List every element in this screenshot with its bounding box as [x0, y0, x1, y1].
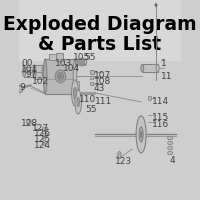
Bar: [35, 65, 44, 79]
Bar: [45, 59, 75, 94]
Ellipse shape: [33, 65, 36, 79]
Ellipse shape: [118, 152, 121, 158]
Text: Exploded Diagram: Exploded Diagram: [3, 16, 197, 34]
Ellipse shape: [136, 116, 146, 153]
Text: 127: 127: [32, 124, 49, 133]
Ellipse shape: [43, 138, 46, 140]
Ellipse shape: [75, 59, 78, 65]
Text: 9: 9: [19, 83, 25, 92]
Ellipse shape: [168, 141, 173, 145]
Ellipse shape: [155, 4, 157, 6]
Text: 123: 123: [115, 157, 132, 166]
Text: 102: 102: [32, 77, 49, 86]
Bar: [42, 127, 47, 131]
Text: 11: 11: [161, 72, 173, 81]
Text: 116: 116: [152, 120, 169, 129]
Ellipse shape: [168, 136, 173, 140]
Bar: [90, 82, 93, 85]
Bar: [148, 96, 151, 100]
Ellipse shape: [141, 64, 144, 72]
Bar: [49, 54, 61, 60]
Text: 1: 1: [161, 58, 167, 68]
Text: 4: 4: [169, 156, 175, 165]
Text: 126: 126: [34, 130, 51, 138]
Bar: [168, 152, 170, 154]
Ellipse shape: [77, 98, 79, 106]
Ellipse shape: [42, 65, 45, 79]
Text: 110: 110: [79, 96, 96, 104]
Ellipse shape: [74, 88, 76, 98]
Text: 128: 128: [21, 119, 38, 129]
Bar: [168, 142, 170, 144]
Bar: [75, 81, 79, 105]
Ellipse shape: [55, 70, 66, 83]
Ellipse shape: [140, 132, 142, 137]
Text: 103: 103: [55, 58, 72, 68]
Bar: [142, 64, 158, 72]
Bar: [56, 53, 63, 61]
Text: 104: 104: [63, 64, 80, 73]
Bar: [90, 70, 94, 74]
Text: 107: 107: [94, 72, 111, 80]
Text: 115: 115: [152, 112, 169, 121]
Bar: [24, 67, 35, 77]
Ellipse shape: [139, 127, 143, 142]
Ellipse shape: [168, 146, 173, 150]
Text: 111: 111: [95, 98, 112, 106]
Ellipse shape: [27, 119, 31, 124]
Ellipse shape: [59, 75, 62, 78]
Ellipse shape: [168, 151, 173, 155]
Bar: [168, 147, 170, 149]
Text: 55: 55: [84, 53, 95, 62]
Text: 108: 108: [94, 76, 111, 86]
Ellipse shape: [156, 64, 159, 72]
Polygon shape: [19, 85, 23, 93]
Ellipse shape: [33, 67, 36, 77]
Text: 101: 101: [21, 64, 38, 73]
Ellipse shape: [57, 72, 64, 80]
Bar: [19, 0, 181, 61]
Text: 125: 125: [34, 135, 51, 144]
Ellipse shape: [23, 67, 26, 77]
Text: 114: 114: [152, 97, 169, 106]
Bar: [77, 59, 85, 65]
Ellipse shape: [43, 59, 47, 94]
Ellipse shape: [43, 143, 46, 145]
Bar: [168, 137, 170, 139]
Text: & Parts List: & Parts List: [38, 36, 162, 54]
Text: 43: 43: [94, 84, 105, 93]
Bar: [42, 133, 47, 136]
Text: 105: 105: [73, 53, 90, 62]
Ellipse shape: [75, 90, 81, 114]
Ellipse shape: [73, 59, 77, 94]
Text: 124: 124: [34, 141, 51, 150]
Text: 00: 00: [21, 58, 32, 68]
Bar: [90, 76, 93, 79]
Text: 97: 97: [26, 70, 37, 79]
Ellipse shape: [84, 59, 87, 65]
Text: 55: 55: [85, 104, 97, 114]
Ellipse shape: [72, 80, 78, 106]
